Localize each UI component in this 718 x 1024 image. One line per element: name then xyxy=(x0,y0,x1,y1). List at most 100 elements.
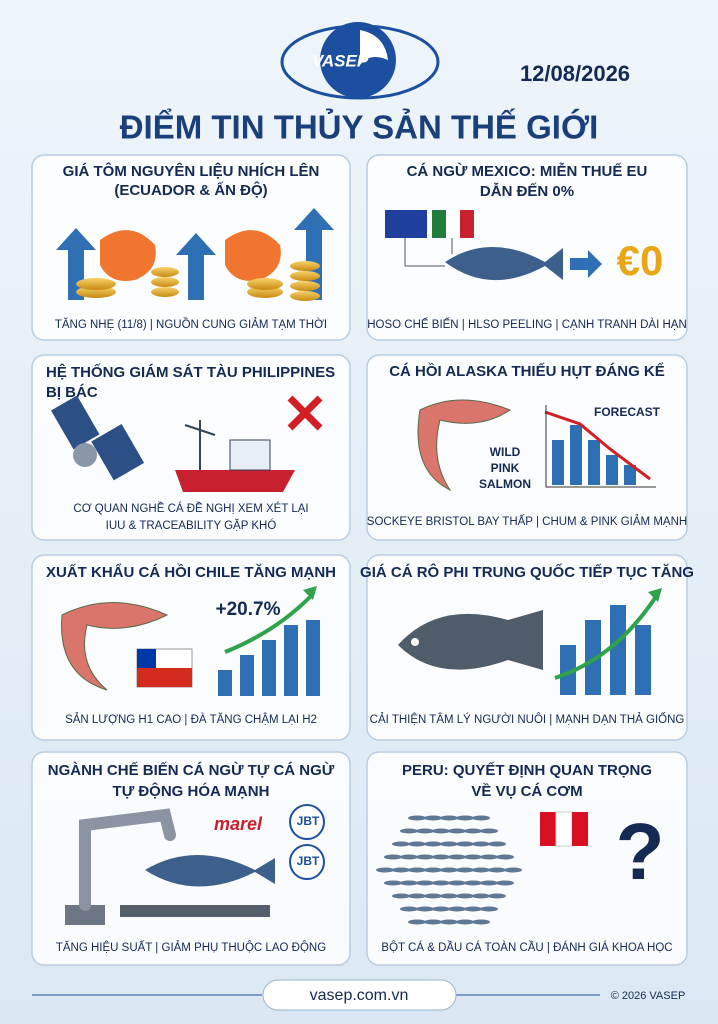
card-title: PERU: QUYẾT ĐỊNH QUAN TRỌNG xyxy=(402,762,652,779)
shrimp-illustration-part xyxy=(290,291,320,301)
anchovy-school-part xyxy=(424,919,442,925)
anchovy-school-part xyxy=(472,867,490,873)
flags-tuna-part xyxy=(404,238,453,267)
satellite-boat-part xyxy=(229,439,271,471)
anchovy-school-part xyxy=(424,815,442,821)
anchovy-school-part xyxy=(440,893,458,899)
tilapia-chart-part xyxy=(610,605,626,695)
satellite-boat xyxy=(51,395,323,492)
anchovy-school-part xyxy=(384,854,402,860)
anchovy-school-part xyxy=(472,919,490,925)
flags-tuna-part xyxy=(460,210,474,238)
robot-arm-part xyxy=(79,808,176,911)
anchovy-school-part xyxy=(472,841,490,847)
anchovy-school-part xyxy=(456,919,474,925)
card-caption: CẢI THIỆN TÂM LÝ NGƯỜI NUÔI | MẠNH DẠN T… xyxy=(370,712,685,726)
salmon-chart xyxy=(417,399,656,492)
card-title: XUẤT KHẨU CÁ HỒI CHILE TĂNG MẠNH xyxy=(46,563,336,581)
anchovy-school-part xyxy=(408,919,426,925)
card-tuna-automation: NGÀNH CHẾ BIẾN CÁ NGỪ TỰ CÁ NGỪ TỰ ĐỘNG … xyxy=(48,761,335,954)
tilapia-chart-part xyxy=(411,638,419,646)
logo: VASEP xyxy=(280,22,440,100)
website: vasep.com.vn xyxy=(310,987,409,1004)
anchovy-school-part xyxy=(440,867,458,873)
anchovy-school-part xyxy=(480,828,498,834)
peru-flag xyxy=(555,811,573,847)
shrimp-illustration-part xyxy=(151,267,179,277)
anchovy-school-part xyxy=(408,867,426,873)
flags-tuna-part xyxy=(432,210,446,238)
flags-tuna-part xyxy=(385,210,427,238)
chile-chart-part xyxy=(284,625,298,696)
brand-logo: JBT xyxy=(297,854,320,868)
date: 12/08/2026 xyxy=(520,61,630,86)
salmon-label: SALMON xyxy=(479,477,531,491)
salmon-chart-part xyxy=(552,440,564,485)
salmon-chart-part xyxy=(588,440,600,485)
card-shrimp: GIÁ TÔM NGUYÊN LIỆU NHÍCH LÊN (ECUADOR &… xyxy=(55,162,334,331)
chile-chart-part xyxy=(262,640,276,696)
anchovy-school-part xyxy=(480,906,498,912)
card-frames-part xyxy=(31,354,351,541)
satellite-boat-part xyxy=(73,443,97,467)
anchovy-school-part xyxy=(456,815,474,821)
card-title: HỆ THỐNG GIÁM SÁT TÀU PHILIPPINES xyxy=(46,363,335,381)
robot-arm-part xyxy=(120,905,270,917)
shrimp-illustration-part xyxy=(225,230,281,281)
salmon-chart-part xyxy=(544,410,651,481)
flags-tuna xyxy=(385,210,602,281)
satellite-boat-part xyxy=(175,470,295,492)
tilapia-chart-part xyxy=(585,620,601,695)
anchovy-school-part xyxy=(392,893,410,899)
anchovy-school-part xyxy=(432,880,450,886)
anchovy-school-part xyxy=(416,828,434,834)
card-peru-anchovy: PERU: QUYẾT ĐỊNH QUAN TRỌNG VỀ VỤ CÁ CƠM… xyxy=(376,762,673,954)
chile-chart-part xyxy=(306,620,320,696)
salmon-chart-part xyxy=(570,425,582,485)
tilapia-chart-part xyxy=(398,610,543,670)
anchovy-school-part xyxy=(480,880,498,886)
forecast-label: FORECAST xyxy=(594,405,661,419)
anchovy-school-part xyxy=(496,854,514,860)
flags-tuna-part xyxy=(570,250,602,278)
card-caption: SẢN LƯỢNG H1 CAO | ĐÀ TĂNG CHẬM LẠI H2 xyxy=(65,713,317,726)
tilapia-chart-part xyxy=(648,588,662,602)
anchovy-school-part xyxy=(400,828,418,834)
anchovy-school-part xyxy=(464,854,482,860)
shrimp-illustration-part xyxy=(290,261,320,271)
anchovy-school-part xyxy=(448,880,466,886)
chile-chart-part xyxy=(61,602,169,691)
chile-chart-part xyxy=(240,655,254,696)
salmon-chart-part xyxy=(417,399,512,492)
chile-chart-part xyxy=(218,670,232,696)
robot-arm-part xyxy=(145,855,275,887)
anchovy-school-part xyxy=(440,841,458,847)
flags-tuna-part xyxy=(446,210,460,238)
card-frames-part xyxy=(366,154,688,341)
card-title: VỀ VỤ CÁ CƠM xyxy=(471,783,582,800)
chile-chart-part xyxy=(137,649,156,668)
card-title: BỊ BÁC xyxy=(46,384,98,401)
card-title: TỰ ĐỘNG HÓA MẠNH xyxy=(113,782,270,800)
chile-chart-part xyxy=(224,595,312,654)
anchovy-school-part xyxy=(456,893,474,899)
anchovy-school-part xyxy=(488,867,506,873)
anchovy-school-part xyxy=(448,854,466,860)
anchovy-school-part xyxy=(392,841,410,847)
logo-part xyxy=(360,30,388,65)
card-tilapia: GIÁ CÁ RÔ PHI TRUNG QUỐC TIẾP TỤC TĂNG C… xyxy=(360,563,694,726)
robot-arm xyxy=(65,808,275,925)
shrimp-illustration-part xyxy=(56,228,96,300)
question-mark: ? xyxy=(616,807,665,896)
shrimp-illustration xyxy=(56,208,334,301)
card-frames-part xyxy=(366,354,688,541)
website-pill xyxy=(262,979,457,1011)
satellite-boat-part xyxy=(184,420,216,470)
shrimp-illustration-part xyxy=(290,281,320,291)
card-title: GIÁ TÔM NGUYÊN LIỆU NHÍCH LÊN xyxy=(63,162,320,180)
tilapia-chart-part xyxy=(554,596,657,680)
anchovy-school-part xyxy=(440,919,458,925)
anchovy-school-part xyxy=(432,828,450,834)
anchovy-school-part xyxy=(408,815,426,821)
